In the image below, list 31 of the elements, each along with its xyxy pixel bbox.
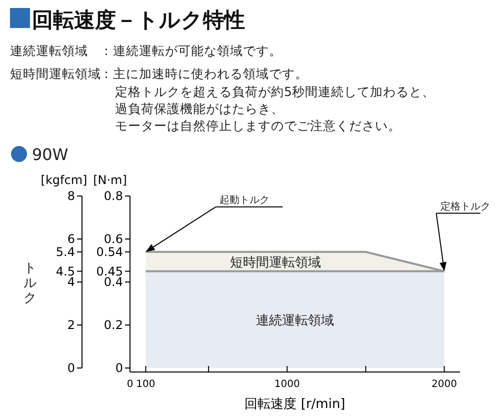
- text: モーターは自然停止しますのでご注意ください。: [115, 118, 401, 133]
- y-axis-title: [N·m]: [93, 173, 127, 187]
- y2-tick-label: 0: [67, 361, 75, 375]
- y2-tick-label: 8: [67, 189, 75, 203]
- y-tick-label: 0.54: [96, 244, 123, 259]
- x-axis-title: 回転速度 [r/min]: [244, 396, 346, 412]
- y2-tick-label: 2: [67, 318, 75, 332]
- text: 短時間運転領域: [10, 66, 101, 81]
- text: 連続運転領域: [10, 43, 88, 58]
- y2-axis-title: [kgfcm]: [40, 173, 88, 187]
- text: 過負荷保護機能がはたらき、: [115, 101, 284, 116]
- series-label: 連続運転領域: [256, 314, 334, 329]
- x-tick-label: 100: [136, 379, 156, 390]
- chart-subtitle: 90W: [32, 145, 68, 164]
- y2-tick-label: 5.4: [56, 244, 75, 259]
- y2-tick-label: 6: [67, 232, 75, 246]
- x-tick-label: 0: [126, 379, 134, 390]
- text: トルク: [24, 261, 36, 306]
- y-tick-label: 0.6: [104, 232, 123, 246]
- series-label: 短時間運転領域: [230, 256, 322, 271]
- text: ：主に加速時に使われる領域です。: [100, 66, 308, 81]
- chart-title: 回転速度－トルク特性: [32, 8, 245, 32]
- y-tick-label: 0.2: [104, 318, 123, 332]
- y-tick-label: 0.8: [104, 189, 123, 203]
- x-tick-label: 2000: [432, 379, 458, 390]
- x-tick-label: 1000: [274, 379, 300, 390]
- annotation: 起動トルク: [220, 194, 270, 206]
- annotation: 定格トルク: [440, 200, 490, 212]
- text: ：連続運転が可能な領域です。: [100, 43, 282, 58]
- y-tick-label: 0: [115, 361, 123, 375]
- text: 定格トルクを超える負荷が約5秒間連続して加わると、: [115, 84, 435, 99]
